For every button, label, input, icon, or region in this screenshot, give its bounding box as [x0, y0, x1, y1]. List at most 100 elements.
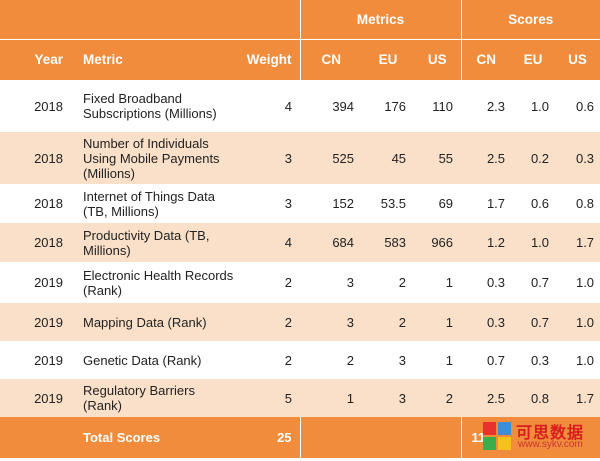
row-metric-us: 1 [414, 262, 462, 303]
row-metric-us: 966 [414, 223, 462, 262]
row-score-cn: 0.3 [461, 262, 512, 303]
row-score-us: 0.6 [555, 80, 600, 132]
row-metric-cn: 684 [300, 223, 363, 262]
row-score-cn: 2.5 [461, 132, 512, 184]
row-score-eu: 1.0 [511, 223, 556, 262]
table-row: 2019 Mapping Data (Rank) 2 3 2 1 0.3 0.7 1.0 [0, 303, 600, 341]
row-score-eu: 0.3 [511, 341, 556, 379]
row-year: 2018 [0, 80, 75, 132]
table-body: 2018 Fixed Broadband Subscriptions (Milli… [0, 80, 600, 417]
row-year: 2018 [0, 184, 75, 223]
row-metric-cn: 2 [300, 341, 363, 379]
column-header-metrics-cn: CN [299, 39, 363, 80]
row-metric-us: 2 [414, 379, 462, 417]
row-score-us: 1.7 [555, 379, 600, 417]
row-metric: Productivity Data (TB, Millions) [75, 223, 235, 262]
table-row: 2018 Number of Individuals Using Mobile P… [0, 132, 600, 184]
row-score-cn: 0.3 [461, 303, 512, 341]
row-score-eu: 0.8 [511, 379, 556, 417]
row-metric-cn: 1 [300, 379, 363, 417]
totals-score-us [555, 417, 600, 458]
row-year: 2019 [0, 303, 75, 341]
row-metric-us: 1 [414, 303, 462, 341]
four-color-square-logo-icon [483, 422, 511, 450]
watermark-title: 可思数据 [516, 425, 585, 442]
column-header-metrics-us: US [414, 39, 462, 80]
row-year: 2018 [0, 132, 75, 184]
row-score-us: 1.0 [555, 262, 600, 303]
row-score-us: 0.3 [555, 132, 600, 184]
group-header-blank [0, 0, 301, 39]
column-header-row: Year Metric Weight CN EU US CN EU US [0, 39, 600, 80]
row-metric-cn: 152 [300, 184, 363, 223]
row-weight: 3 [235, 132, 301, 184]
row-metric-cn: 394 [300, 80, 363, 132]
row-weight: 4 [235, 80, 301, 132]
column-header-metrics-eu: EU [362, 39, 415, 80]
row-metric: Electronic Health Records (Rank) [75, 262, 235, 303]
row-weight: 2 [235, 303, 301, 341]
row-score-eu: 0.7 [511, 262, 556, 303]
table-row: 2018 Internet of Things Data (TB, Million… [0, 184, 600, 223]
table-row: 2019 Electronic Health Records (Rank) 2 3 2 1… [0, 262, 600, 303]
row-metric: Internet of Things Data (TB, Millions) [75, 184, 235, 223]
row-metric-cn: 3 [300, 303, 363, 341]
row-weight: 4 [235, 223, 301, 262]
row-score-cn: 2.3 [461, 80, 512, 132]
row-metric-eu: 176 [362, 80, 415, 132]
row-score-eu: 0.6 [511, 184, 556, 223]
row-score-cn: 2.5 [461, 379, 512, 417]
row-metric-eu: 53.5 [362, 184, 415, 223]
row-score-us: 1.0 [555, 341, 600, 379]
column-header-metric: Metric [75, 39, 235, 80]
row-score-cn: 1.2 [461, 223, 512, 262]
row-score-cn: 0.7 [461, 341, 512, 379]
totals-score-eu [511, 417, 556, 458]
row-score-eu: 0.2 [511, 132, 556, 184]
row-year: 2019 [0, 262, 75, 303]
row-year: 2019 [0, 341, 75, 379]
row-metric-eu: 2 [362, 262, 415, 303]
table-row: 2018 Productivity Data (TB, Millions) 4 684… [0, 223, 600, 262]
group-header-scores: Scores [460, 0, 600, 39]
row-score-us: 1.0 [555, 303, 600, 341]
group-header-metrics: Metrics [299, 0, 462, 39]
group-header-row: Metrics Scores [0, 0, 600, 39]
row-year: 2018 [0, 223, 75, 262]
totals-weight: 25 [235, 417, 301, 458]
table-row: 2018 Fixed Broadband Subscriptions (Milli… [0, 80, 600, 132]
row-year: 2019 [0, 379, 75, 417]
row-metric-us: 55 [414, 132, 462, 184]
table-row: 2019 Regulatory Barriers (Rank) 5 1 3 2 2.5 0.8… [0, 379, 600, 417]
row-metric-us: 1 [414, 341, 462, 379]
watermark: 可思数据 www.sykv.com [482, 419, 594, 455]
row-metric-cn: 3 [300, 262, 363, 303]
row-score-us: 0.8 [555, 184, 600, 223]
row-score-us: 1.7 [555, 223, 600, 262]
row-metric: Genetic Data (Rank) [75, 341, 235, 379]
row-metric-us: 69 [414, 184, 462, 223]
totals-label: Total Scores [75, 417, 235, 458]
row-metric-eu: 45 [362, 132, 415, 184]
row-weight: 3 [235, 184, 301, 223]
watermark-url: www.sykv.com [518, 439, 583, 450]
column-header-scores-cn: CN [460, 39, 512, 80]
row-metric-eu: 3 [362, 341, 415, 379]
row-metric: Regulatory Barriers (Rank) [75, 379, 235, 417]
row-score-eu: 0.7 [511, 303, 556, 341]
table-row: 2019 Genetic Data (Rank) 2 2 3 1 0.7 0.3 1.0 [0, 341, 600, 379]
row-metric-us: 110 [414, 80, 462, 132]
column-header-weight: Weight [235, 39, 301, 80]
row-metric-eu: 583 [362, 223, 415, 262]
row-metric: Mapping Data (Rank) [75, 303, 235, 341]
row-metric-cn: 525 [300, 132, 363, 184]
row-metric: Fixed Broadband Subscriptions (Millions) [75, 80, 235, 132]
row-score-cn: 1.7 [461, 184, 512, 223]
column-header-scores-us: US [555, 39, 600, 80]
row-weight: 2 [235, 341, 301, 379]
column-header-scores-eu: EU [511, 39, 556, 80]
row-metric: Number of Individuals Using Mobile Payme… [75, 132, 235, 184]
column-header-year: Year [0, 39, 75, 80]
row-weight: 2 [235, 262, 301, 303]
